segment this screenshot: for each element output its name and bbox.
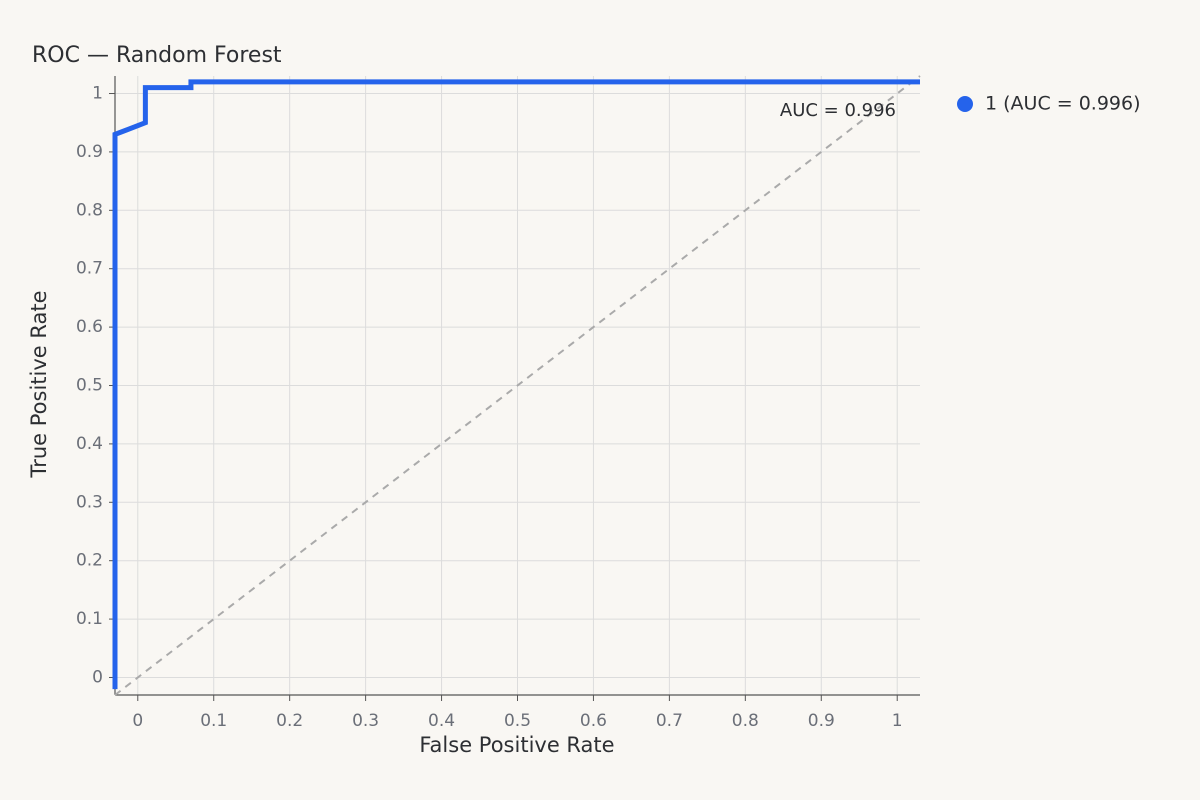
roc-curve[interactable] bbox=[112, 79, 920, 690]
y-tick-label: 0.2 bbox=[76, 551, 103, 571]
x-tick-label: 0.3 bbox=[352, 711, 379, 731]
y-tick-label: 0.9 bbox=[76, 142, 103, 162]
x-tick-label: 0.7 bbox=[656, 711, 683, 731]
grid bbox=[115, 76, 920, 695]
x-tick-label: 0 bbox=[132, 711, 143, 731]
y-tick-label: 1 bbox=[92, 84, 103, 104]
y-tick-label: 0.4 bbox=[76, 434, 103, 454]
series-layer bbox=[112, 79, 920, 690]
y-tick-label: 0.3 bbox=[76, 492, 103, 512]
chart-title: ROC — Random Forest bbox=[32, 43, 282, 68]
x-tick-label: 0.6 bbox=[580, 711, 607, 731]
x-tick-label: 0.1 bbox=[200, 711, 227, 731]
y-axis-title: True Positive Rate bbox=[27, 290, 51, 478]
y-tick-label: 0.5 bbox=[76, 376, 103, 396]
x-tick-label: 0.2 bbox=[276, 711, 303, 731]
legend-label: 1 (AUC = 0.996) bbox=[985, 93, 1141, 115]
auc-annotation: AUC = 0.996 bbox=[780, 100, 896, 121]
y-tick-label: 0.6 bbox=[76, 317, 103, 337]
y-tick-label: 0.8 bbox=[76, 200, 103, 220]
y-tick-label: 0 bbox=[92, 667, 103, 687]
legend-marker bbox=[957, 96, 973, 112]
x-tick-label: 0.9 bbox=[808, 711, 835, 731]
x-tick-label: 0.5 bbox=[504, 711, 531, 731]
x-axis-title: False Positive Rate bbox=[419, 733, 614, 757]
x-tick-label: 0.4 bbox=[428, 711, 455, 731]
chance-reference-line bbox=[114, 75, 921, 696]
x-tick-label: 1 bbox=[892, 711, 903, 731]
reference-line-layer bbox=[114, 75, 921, 696]
y-tick-label: 0.1 bbox=[76, 609, 103, 629]
y-tick-label: 0.7 bbox=[76, 259, 103, 279]
x-tick-label: 0.8 bbox=[732, 711, 759, 731]
tick-labels: 0 0.1 0.2 0.3 0.4 0.5 0.6 0.7 0.8 0.9 1 0 0.1 0.2 0.3 0… bbox=[76, 84, 903, 731]
legend[interactable]: 1 (AUC = 0.996) bbox=[957, 93, 1141, 115]
